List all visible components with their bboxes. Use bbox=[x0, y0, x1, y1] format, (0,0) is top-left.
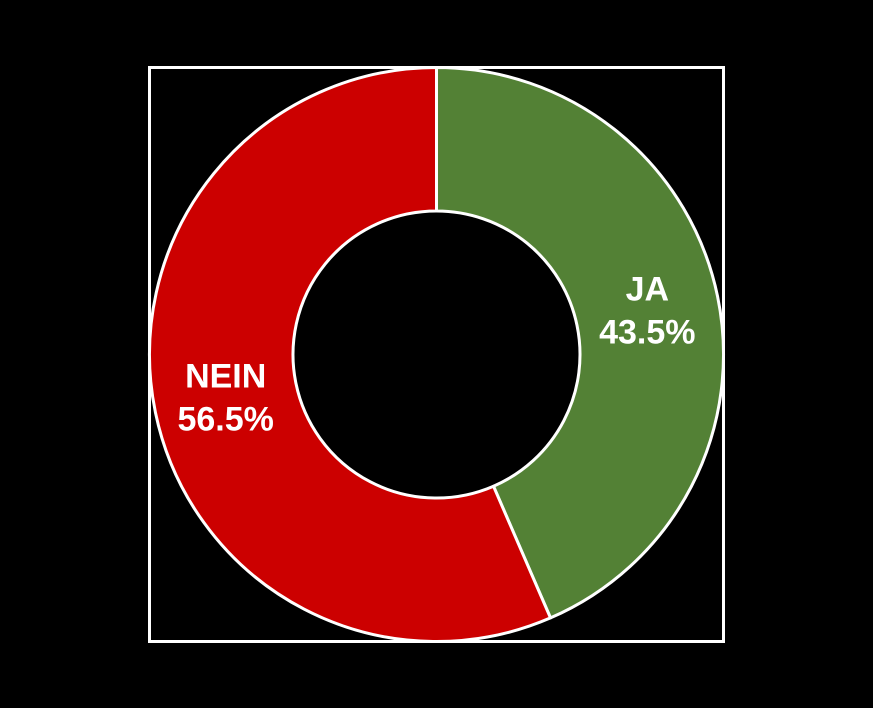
donut-slices bbox=[148, 66, 725, 643]
slice-labels: JA 43.5% NEIN 56.5% bbox=[177, 270, 695, 438]
slice-value-label-ja: 43.5% bbox=[599, 313, 695, 351]
donut-slice-ja bbox=[435, 66, 725, 620]
slice-name-label-ja: JA bbox=[626, 270, 669, 308]
donut-slice-nein bbox=[148, 66, 552, 643]
slice-name-label-nein: NEIN bbox=[185, 358, 266, 396]
slice-value-label-nein: 56.5% bbox=[177, 401, 273, 439]
